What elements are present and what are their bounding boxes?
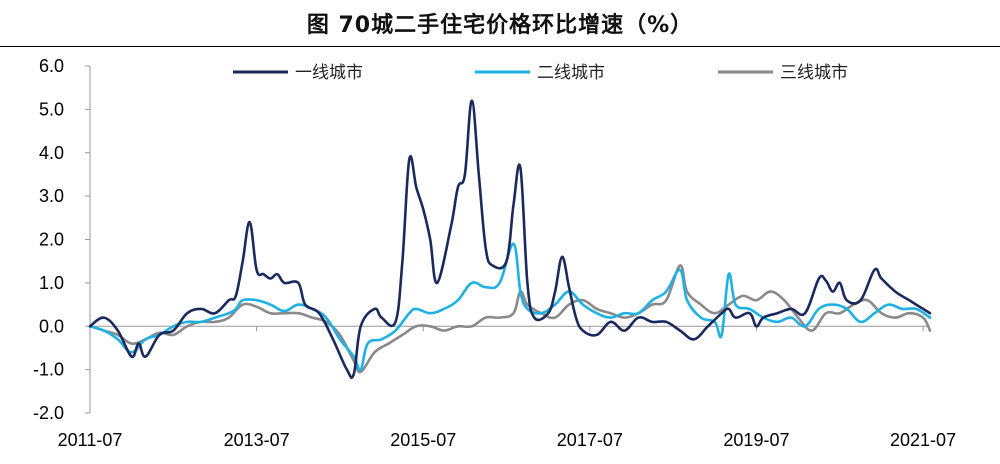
legend-label: 二线城市 xyxy=(537,63,605,83)
legend-label: 一线城市 xyxy=(295,63,363,83)
series-line-3 xyxy=(88,264,932,374)
x-tick-label: 2015-07 xyxy=(390,430,456,450)
x-tick-label: 2017-07 xyxy=(557,430,623,450)
series-line-2 xyxy=(88,242,932,372)
y-tick-label: -1.0 xyxy=(33,360,64,380)
series-line-1 xyxy=(88,99,932,379)
y-tick-label: 5.0 xyxy=(39,99,64,119)
y-tick-label: 1.0 xyxy=(39,273,64,293)
x-tick-label: 2019-07 xyxy=(723,430,789,450)
y-tick-label: 6.0 xyxy=(39,56,64,76)
legend-label: 三线城市 xyxy=(780,63,848,83)
y-tick-label: 4.0 xyxy=(39,143,64,163)
x-tick-label: 2011-07 xyxy=(58,430,123,450)
line-chart: -2.0 -1.0 0.0 1.0 2.0 3.0 4.0 5.0 6.0 2011-07 2013… xyxy=(33,56,956,450)
chart-title: 图 70城二手住宅价格环比增速（%） xyxy=(306,13,694,38)
y-tick-label: 3.0 xyxy=(39,186,64,206)
x-tick-label: 2021-07 xyxy=(890,430,956,450)
y-tick-label: -2.0 xyxy=(33,403,64,423)
chart-title-bar: 图 70城二手住宅价格环比增速（%） xyxy=(0,0,1000,47)
x-tick-label: 2013-07 xyxy=(224,430,290,450)
y-tick-label: 0.0 xyxy=(39,316,64,336)
y-tick-label: 2.0 xyxy=(39,230,64,250)
